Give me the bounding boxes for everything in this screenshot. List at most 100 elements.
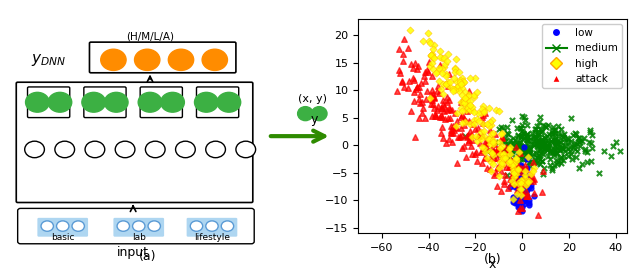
medium (506, 148, 516, 152)
medium (511, 143, 522, 148)
attack (471, 150, 481, 154)
high (443, 80, 453, 84)
attack (497, 136, 508, 140)
medium (534, 143, 544, 147)
attack (442, 95, 452, 99)
high (511, 157, 521, 161)
attack (463, 106, 474, 110)
medium (522, 141, 532, 145)
medium (544, 141, 554, 145)
attack (392, 89, 403, 93)
attack (456, 100, 466, 104)
high (513, 168, 524, 173)
high (487, 150, 497, 155)
attack (527, 176, 538, 181)
medium (552, 151, 562, 155)
attack (463, 140, 473, 144)
high (488, 142, 498, 147)
medium (522, 157, 532, 161)
FancyBboxPatch shape (16, 82, 253, 203)
medium (538, 140, 548, 144)
high (435, 87, 445, 91)
high (484, 149, 495, 153)
medium (506, 142, 516, 146)
high (477, 122, 488, 126)
medium (611, 140, 621, 145)
Circle shape (41, 221, 53, 231)
attack (499, 173, 509, 177)
medium (524, 146, 534, 151)
attack (502, 150, 513, 154)
high (478, 104, 488, 109)
attack (527, 179, 538, 183)
medium (519, 148, 529, 152)
high (511, 159, 521, 163)
attack (428, 95, 438, 99)
attack (480, 140, 490, 144)
high (467, 107, 477, 112)
high (460, 101, 470, 106)
medium (502, 131, 513, 135)
medium (586, 141, 596, 145)
attack (515, 151, 525, 155)
high (460, 95, 470, 100)
medium (553, 131, 563, 136)
medium (514, 140, 524, 144)
medium (582, 159, 593, 164)
attack (480, 156, 490, 160)
low (509, 197, 519, 202)
attack (478, 121, 488, 125)
medium (537, 129, 547, 133)
high (426, 53, 436, 57)
attack (515, 187, 525, 192)
high (488, 131, 499, 135)
medium (550, 131, 561, 135)
low (518, 192, 529, 196)
high (468, 95, 479, 99)
attack (515, 170, 525, 174)
attack (508, 161, 518, 165)
low (515, 170, 525, 174)
high (476, 107, 486, 111)
FancyBboxPatch shape (140, 87, 182, 118)
medium (527, 154, 537, 158)
high (491, 108, 501, 112)
high (498, 156, 508, 161)
low (516, 183, 526, 187)
low (521, 178, 531, 182)
high (455, 80, 465, 84)
medium (543, 146, 553, 150)
medium (533, 138, 543, 142)
Circle shape (168, 49, 194, 70)
Circle shape (236, 141, 255, 158)
medium (513, 158, 524, 162)
low (520, 178, 531, 182)
low (519, 178, 529, 183)
medium (533, 143, 543, 148)
low (516, 181, 526, 185)
high (426, 53, 436, 57)
high (479, 110, 490, 114)
attack (435, 113, 445, 117)
medium (541, 125, 552, 129)
medium (502, 125, 512, 129)
attack (412, 67, 422, 71)
medium (520, 145, 531, 150)
attack (508, 171, 518, 175)
medium (556, 161, 566, 166)
high (456, 86, 467, 90)
low (520, 198, 531, 202)
attack (443, 84, 453, 88)
attack (408, 76, 418, 80)
high (505, 144, 515, 149)
high (493, 166, 504, 170)
high (451, 85, 461, 90)
attack (455, 135, 465, 139)
attack (477, 115, 487, 120)
medium (499, 149, 509, 153)
medium (490, 140, 500, 145)
high (488, 137, 498, 142)
low (513, 205, 524, 209)
low (516, 197, 527, 201)
high (497, 144, 508, 148)
